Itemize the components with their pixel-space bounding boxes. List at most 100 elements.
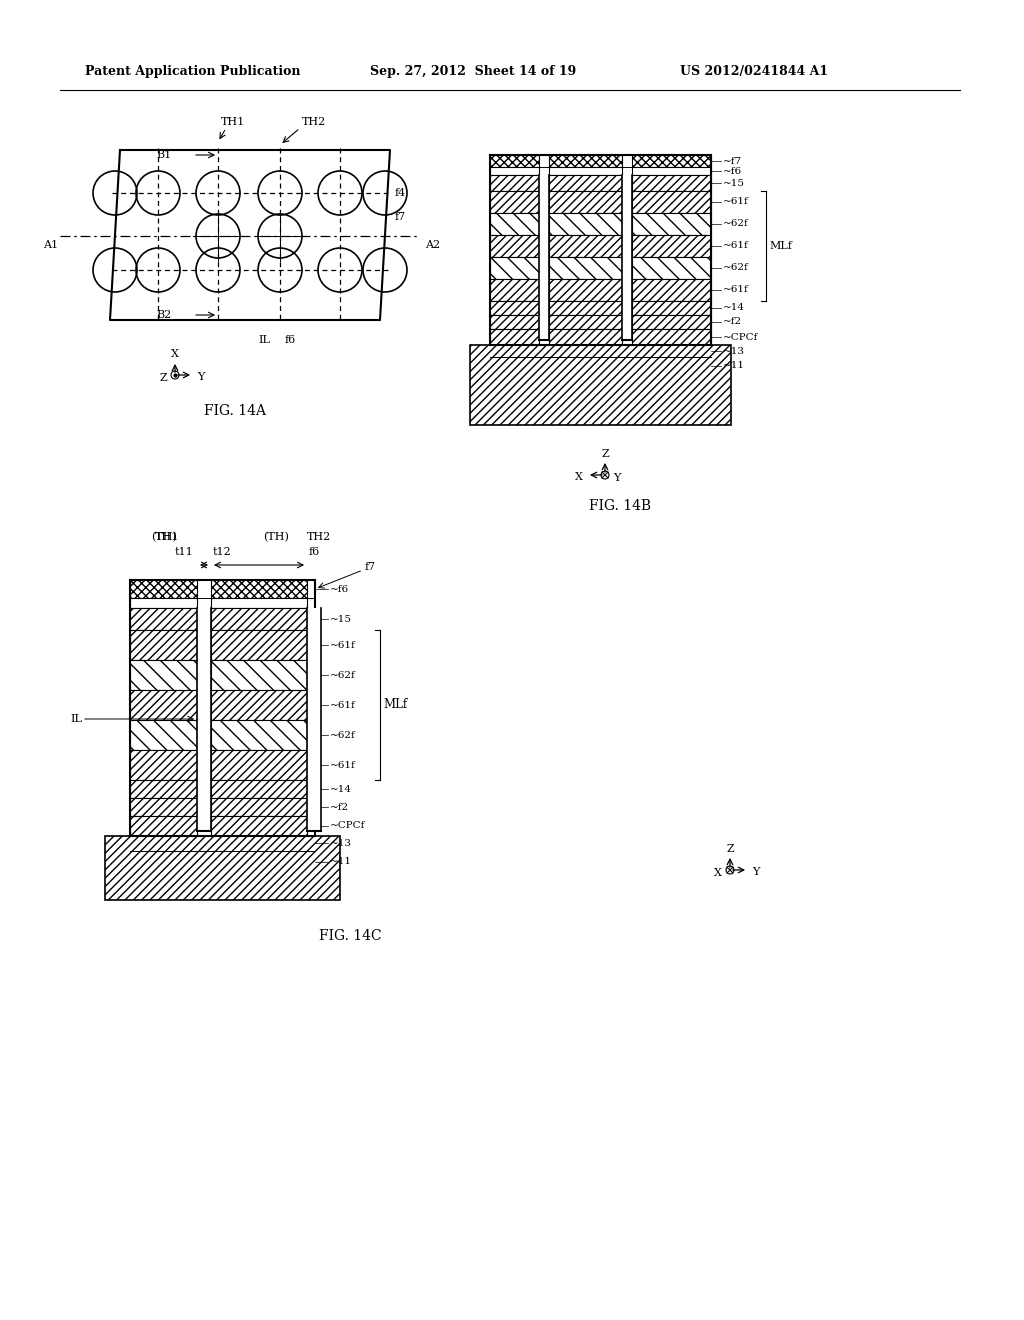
Text: f6: f6: [285, 335, 296, 345]
Bar: [211, 690, 307, 719]
Bar: [490, 191, 539, 213]
Bar: [490, 235, 539, 257]
Text: ~11: ~11: [330, 858, 352, 866]
Bar: [211, 598, 307, 609]
Text: IL: IL: [70, 714, 82, 723]
Text: ~61f: ~61f: [723, 285, 749, 294]
Bar: [490, 345, 539, 356]
Text: B2: B2: [156, 310, 171, 319]
Text: ~61f: ~61f: [723, 242, 749, 251]
Text: Patent Application Publication: Patent Application Publication: [85, 66, 300, 78]
Bar: [490, 213, 539, 235]
Bar: [130, 660, 197, 690]
Bar: [211, 780, 307, 799]
Text: ~62f: ~62f: [330, 730, 355, 739]
Text: Y: Y: [197, 372, 205, 381]
Bar: [549, 154, 622, 168]
Bar: [632, 176, 711, 191]
Bar: [211, 750, 307, 780]
Bar: [632, 345, 711, 356]
Bar: [130, 780, 197, 799]
Bar: [632, 213, 711, 235]
Text: ~f6: ~f6: [330, 585, 349, 594]
Bar: [539, 176, 549, 341]
Text: f7: f7: [395, 213, 407, 222]
Bar: [211, 630, 307, 660]
Text: Y: Y: [613, 473, 621, 483]
Text: ~CPCf: ~CPCf: [723, 333, 759, 342]
Text: Sep. 27, 2012  Sheet 14 of 19: Sep. 27, 2012 Sheet 14 of 19: [370, 66, 577, 78]
Bar: [632, 191, 711, 213]
Text: ~14: ~14: [330, 784, 352, 793]
Text: ~61f: ~61f: [330, 701, 355, 710]
Text: t11: t11: [175, 546, 194, 557]
Bar: [632, 329, 711, 345]
Bar: [130, 690, 197, 719]
Bar: [490, 176, 539, 191]
Text: ~15: ~15: [723, 178, 745, 187]
Bar: [130, 719, 197, 750]
Bar: [130, 579, 197, 598]
Text: X: X: [714, 869, 722, 878]
Text: FIG. 14B: FIG. 14B: [589, 499, 651, 513]
Bar: [622, 176, 632, 341]
Bar: [549, 191, 622, 213]
Text: ~CPCf: ~CPCf: [330, 821, 366, 830]
Text: ~14: ~14: [723, 304, 745, 313]
Text: ~f6: ~f6: [723, 166, 742, 176]
Bar: [632, 301, 711, 315]
Text: X: X: [171, 348, 179, 359]
Bar: [211, 719, 307, 750]
Text: ~11: ~11: [723, 362, 745, 371]
Bar: [211, 816, 307, 836]
Bar: [549, 329, 622, 345]
Text: MLf: MLf: [769, 242, 792, 251]
Text: f7: f7: [365, 562, 376, 572]
Text: FIG. 14A: FIG. 14A: [204, 404, 266, 418]
Bar: [490, 315, 539, 329]
Bar: [632, 168, 711, 176]
Bar: [490, 257, 539, 279]
Text: ~f2: ~f2: [330, 803, 349, 812]
Text: ~61f: ~61f: [330, 640, 355, 649]
Bar: [549, 301, 622, 315]
Bar: [549, 279, 622, 301]
Text: (TH): (TH): [152, 532, 177, 543]
Bar: [549, 356, 622, 375]
Text: US 2012/0241844 A1: US 2012/0241844 A1: [680, 66, 828, 78]
Bar: [211, 609, 307, 630]
Text: TH1: TH1: [221, 117, 246, 127]
Bar: [211, 579, 307, 598]
Text: ~13: ~13: [330, 838, 352, 847]
Bar: [197, 609, 211, 832]
Bar: [490, 168, 539, 176]
Bar: [130, 609, 197, 630]
Bar: [549, 176, 622, 191]
Text: ~f7: ~f7: [723, 157, 742, 165]
Bar: [105, 836, 340, 900]
Text: MLf: MLf: [383, 698, 408, 711]
Text: ~f2: ~f2: [723, 318, 742, 326]
Text: (TH): (TH): [263, 532, 289, 543]
Text: ~61f: ~61f: [723, 198, 749, 206]
Text: ~62f: ~62f: [723, 219, 749, 228]
Bar: [632, 257, 711, 279]
Text: A2: A2: [425, 240, 440, 249]
Text: B1: B1: [156, 150, 171, 160]
Bar: [632, 279, 711, 301]
Bar: [632, 315, 711, 329]
Text: X: X: [575, 473, 583, 482]
Bar: [130, 630, 197, 660]
Text: ~62f: ~62f: [330, 671, 355, 680]
Text: IL: IL: [258, 335, 270, 345]
Text: Z: Z: [726, 843, 734, 854]
Text: ~62f: ~62f: [723, 264, 749, 272]
Bar: [490, 154, 539, 168]
Bar: [130, 816, 197, 836]
Text: TH1: TH1: [155, 532, 179, 543]
Bar: [211, 799, 307, 816]
Bar: [549, 235, 622, 257]
Text: f6: f6: [308, 546, 319, 557]
Bar: [549, 315, 622, 329]
Bar: [130, 750, 197, 780]
